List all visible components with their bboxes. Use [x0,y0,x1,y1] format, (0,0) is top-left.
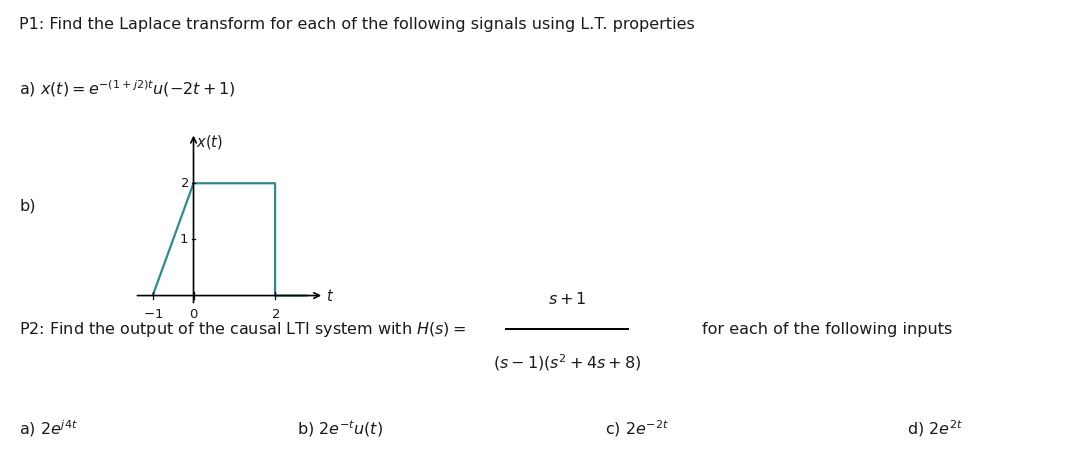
Text: $1$: $1$ [179,233,189,246]
Text: $-1$: $-1$ [143,308,163,321]
Text: $x(t)$: $x(t)$ [195,133,222,151]
Text: b): b) [19,199,36,214]
Text: P1: Find the Laplace transform for each of the following signals using L.T. prop: P1: Find the Laplace transform for each … [19,17,696,32]
Text: c) $2e^{-2t}$: c) $2e^{-2t}$ [605,419,669,439]
Text: $2$: $2$ [179,177,189,190]
Text: $(s-1)(s^2+4s+8)$: $(s-1)(s^2+4s+8)$ [492,352,642,373]
Text: for each of the following inputs: for each of the following inputs [702,322,953,337]
Text: $0$: $0$ [189,308,199,321]
Text: $2$: $2$ [270,308,280,321]
Text: P2: Find the output of the causal LTI system with $H(s) =$: P2: Find the output of the causal LTI sy… [19,320,467,339]
Text: d) $2e^{2t}$: d) $2e^{2t}$ [907,419,963,439]
Text: a) $x(t) = e^{-(1+j2)t}u(-2t+1)$: a) $x(t) = e^{-(1+j2)t}u(-2t+1)$ [19,78,237,99]
Text: $s+1$: $s+1$ [548,291,586,307]
Text: $t$: $t$ [326,288,334,303]
Text: a) $2e^{j4t}$: a) $2e^{j4t}$ [19,419,78,439]
Text: b) $2e^{-t}u(t)$: b) $2e^{-t}u(t)$ [297,419,383,439]
